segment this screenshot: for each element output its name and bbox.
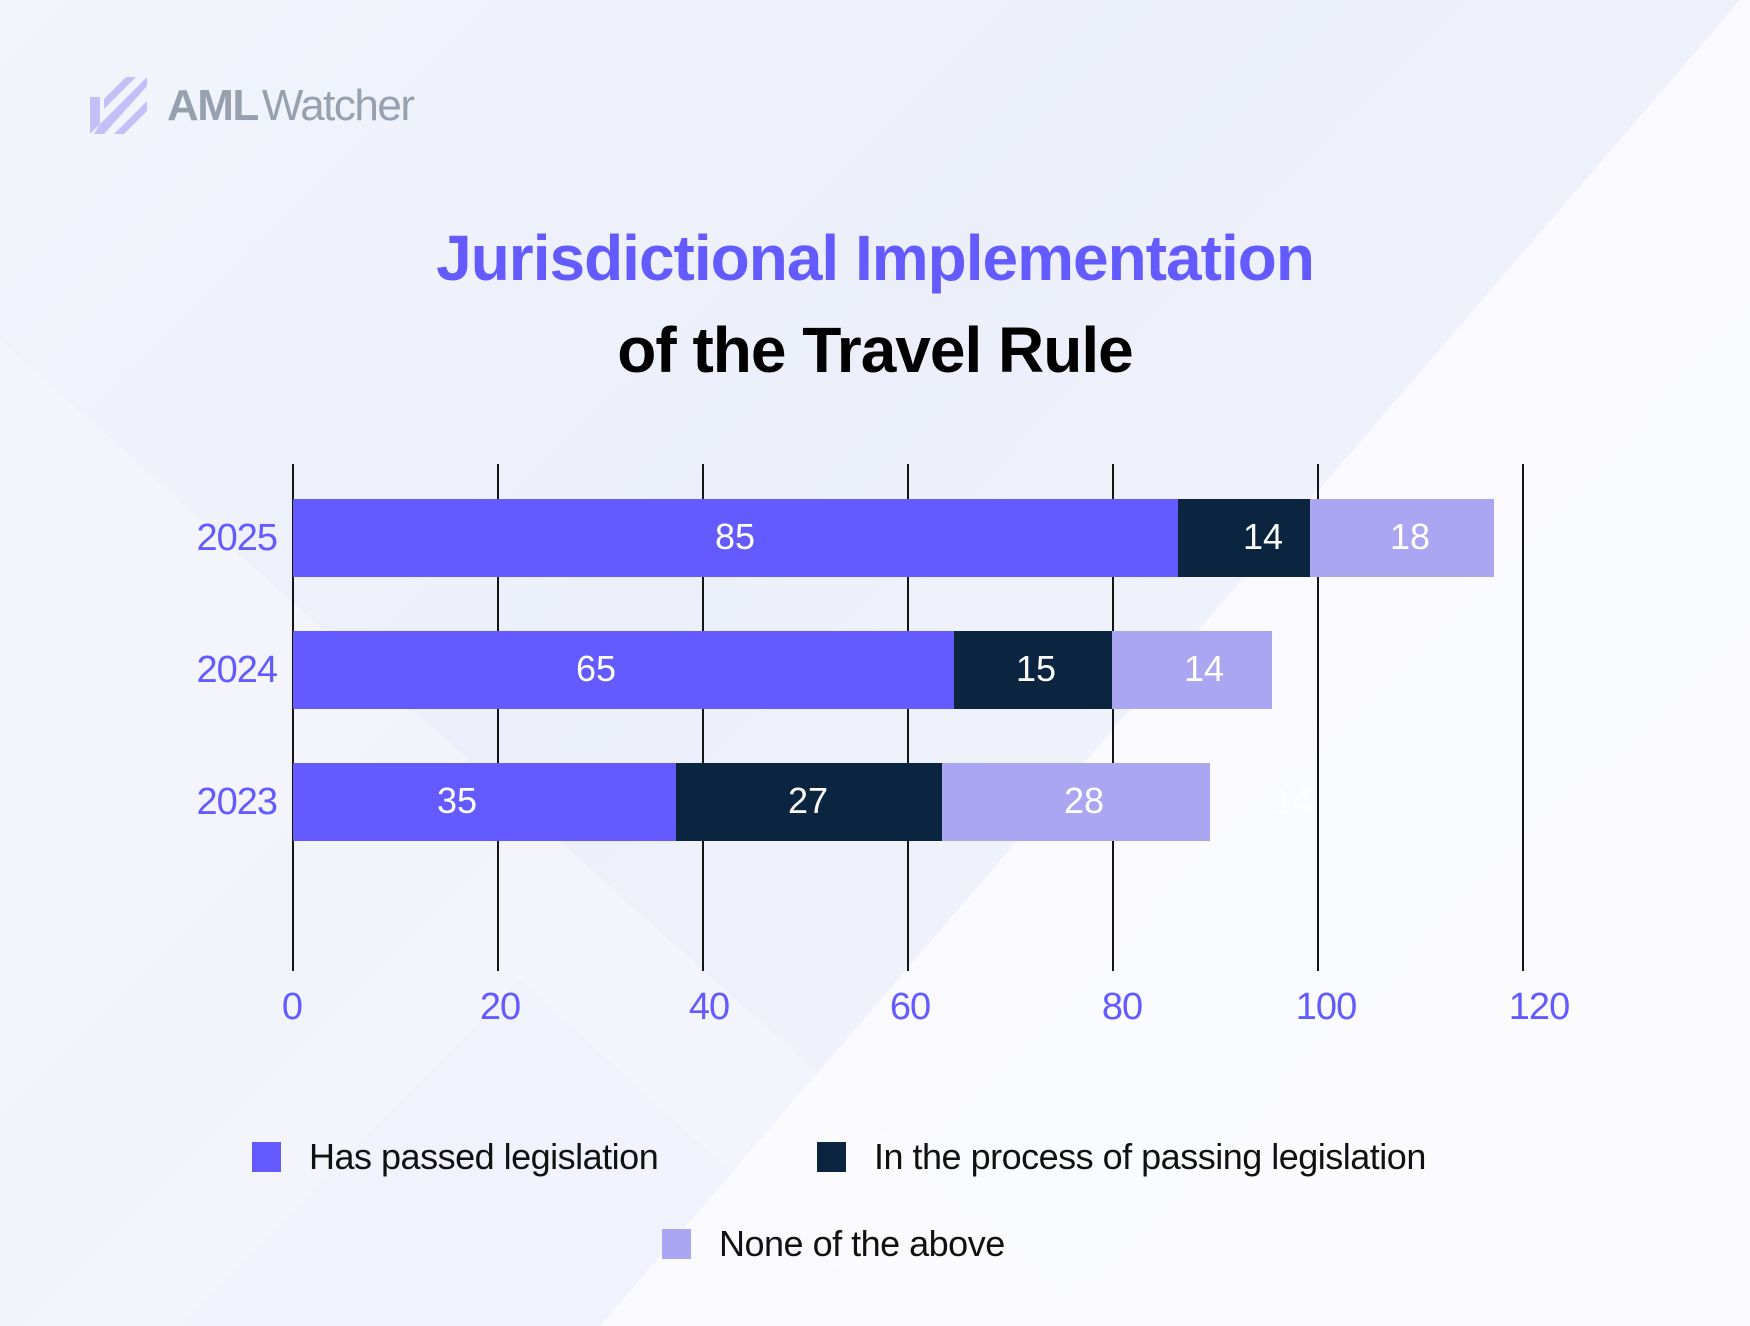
legend-item-in-process[interactable]: In the process of passing legislation <box>817 1136 1426 1177</box>
bar-row-2023: 2023 35 27 28 14 <box>0 763 1750 841</box>
bar-segment-passed[interactable] <box>293 763 676 841</box>
brand-name: AMLWatcher <box>167 80 415 130</box>
brand-name-bold: AML <box>167 80 259 130</box>
segment-value-label: 14 <box>1183 648 1225 689</box>
bar-segment-passed[interactable] <box>293 631 954 709</box>
striped-check-logo-icon <box>90 77 147 134</box>
bar-row-2024: 2024 65 15 14 <box>0 631 1750 709</box>
segment-value-label: 28 <box>1063 780 1105 821</box>
x-tick-label: 80 <box>1101 986 1143 1028</box>
legend-label: In the process of passing legislation <box>874 1136 1426 1177</box>
legend-item-passed[interactable]: Has passed legislation <box>252 1136 659 1177</box>
x-tick-label: 60 <box>889 986 931 1028</box>
x-tick-label: 0 <box>281 986 303 1028</box>
bar-segment-in-process[interactable] <box>954 631 1112 709</box>
legend-label: Has passed legislation <box>309 1136 659 1177</box>
chart-title-line2: of the Travel Rule <box>617 314 1133 386</box>
segment-value-label: 85 <box>714 516 756 557</box>
gridline-100 <box>1317 464 1319 971</box>
gridline-40 <box>702 464 704 971</box>
x-tick-label: 40 <box>688 986 730 1028</box>
segment-value-label: 35 <box>436 780 478 821</box>
bar-segment-none[interactable] <box>1310 499 1494 577</box>
segment-value-label: 27 <box>787 780 829 821</box>
segment-value-label: 65 <box>575 648 617 689</box>
legend-item-none[interactable]: None of the above <box>662 1223 1005 1264</box>
bar-row-2025: 2025 85 14 18 <box>0 499 1750 577</box>
year-label: 2024 <box>196 649 278 691</box>
legend-swatch-passed <box>252 1142 281 1172</box>
gridline-60 <box>907 464 909 971</box>
gridline-20 <box>497 464 499 971</box>
brand-logo: AMLWatcher <box>90 77 415 134</box>
year-label: 2023 <box>196 781 278 823</box>
x-tick-label: 20 <box>479 986 521 1028</box>
bar-segment-none[interactable] <box>1112 631 1272 709</box>
legend-swatch-none <box>662 1229 691 1259</box>
ghost-value-label: 14 <box>1271 780 1313 821</box>
chart-title-line1: Jurisdictional Implementation <box>436 222 1315 294</box>
segment-value-label: 14 <box>1242 516 1284 557</box>
gridline-120 <box>1522 464 1524 971</box>
bar-segment-in-process[interactable] <box>1178 499 1310 577</box>
bar-segment-none[interactable] <box>942 763 1210 841</box>
legend-swatch-in-process <box>817 1142 846 1172</box>
bar-segment-in-process[interactable] <box>676 763 942 841</box>
year-label: 2025 <box>196 517 278 559</box>
brand-name-light: Watcher <box>261 80 415 130</box>
segment-value-label: 18 <box>1389 516 1431 557</box>
gridline-80 <box>1112 464 1114 971</box>
legend-label: None of the above <box>719 1223 1005 1264</box>
segment-value-label: 15 <box>1015 648 1057 689</box>
gridline-0 <box>292 464 294 971</box>
x-tick-label: 100 <box>1295 986 1357 1028</box>
x-tick-label: 120 <box>1508 986 1570 1028</box>
bar-segment-passed[interactable] <box>293 499 1178 577</box>
